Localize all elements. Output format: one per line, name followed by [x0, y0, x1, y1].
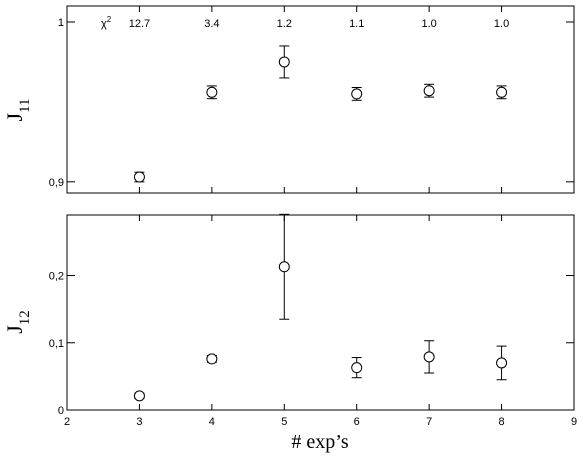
y-tick-label-j12: 0,1	[49, 338, 64, 350]
data-point-j12	[206, 353, 218, 365]
data-point-j12	[496, 345, 508, 381]
plot-frame-j12	[66, 214, 575, 411]
y-tick-label-j12: 0	[58, 405, 64, 417]
chi2-value: 1.1	[349, 18, 364, 30]
marker-circle	[206, 353, 218, 365]
marker-circle	[423, 351, 435, 363]
x-tick-label: 4	[209, 416, 215, 428]
data-point-j11	[278, 45, 290, 79]
data-point-j11	[206, 85, 218, 100]
x-tick-label: 7	[426, 416, 432, 428]
data-point-j12	[351, 357, 363, 379]
marker-circle	[423, 85, 435, 97]
plot-frame-j11	[66, 5, 575, 194]
chi2-value: 1.0	[494, 18, 509, 30]
x-tick-label: 2	[64, 416, 70, 428]
marker-circle	[496, 86, 508, 98]
marker-circle	[206, 86, 218, 98]
data-point-j11	[133, 171, 145, 183]
x-tick-label: 9	[571, 416, 577, 428]
y-tick-label-j11: 1	[58, 17, 64, 29]
marker-circle	[496, 357, 508, 369]
chi2-value: 12.7	[129, 18, 150, 30]
x-tick-label: 5	[281, 416, 287, 428]
x-axis-label: # exp’s	[291, 431, 348, 453]
panel-j11: 0,9 1 χ2 12.7 3.4 1.2 1.1 1.0 1.0 J11	[2, 5, 575, 194]
marker-circle	[133, 390, 145, 402]
chi2-value: 3.4	[204, 18, 219, 30]
x-tick-label: 3	[136, 416, 142, 428]
y-axis-label-j11: J11	[2, 98, 33, 121]
data-point-j11	[423, 83, 435, 98]
data-point-j12	[133, 390, 145, 402]
data-point-j12	[423, 340, 435, 374]
chi2-value: 1.0	[421, 18, 436, 30]
y-tick-label-j11: 0,9	[49, 177, 64, 189]
data-point-j12	[278, 213, 290, 320]
x-tick-label: 6	[354, 416, 360, 428]
panel-j12: 2 3 4 5 6 7 8 9 0 0,1 0,2 J12 # exp’s	[2, 213, 577, 453]
data-point-j11	[496, 85, 508, 100]
marker-circle	[133, 171, 145, 183]
marker-circle	[278, 261, 290, 273]
data-point-j11	[351, 87, 363, 101]
chi2-label: χ2	[101, 15, 112, 30]
x-tick-label: 8	[499, 416, 505, 428]
y-tick-label-j12: 0,2	[49, 271, 64, 283]
y-axis-label-j12: J12	[2, 310, 33, 334]
marker-circle	[351, 88, 363, 100]
marker-circle	[278, 56, 290, 68]
chi2-value: 1.2	[277, 18, 292, 30]
marker-circle	[351, 362, 363, 374]
